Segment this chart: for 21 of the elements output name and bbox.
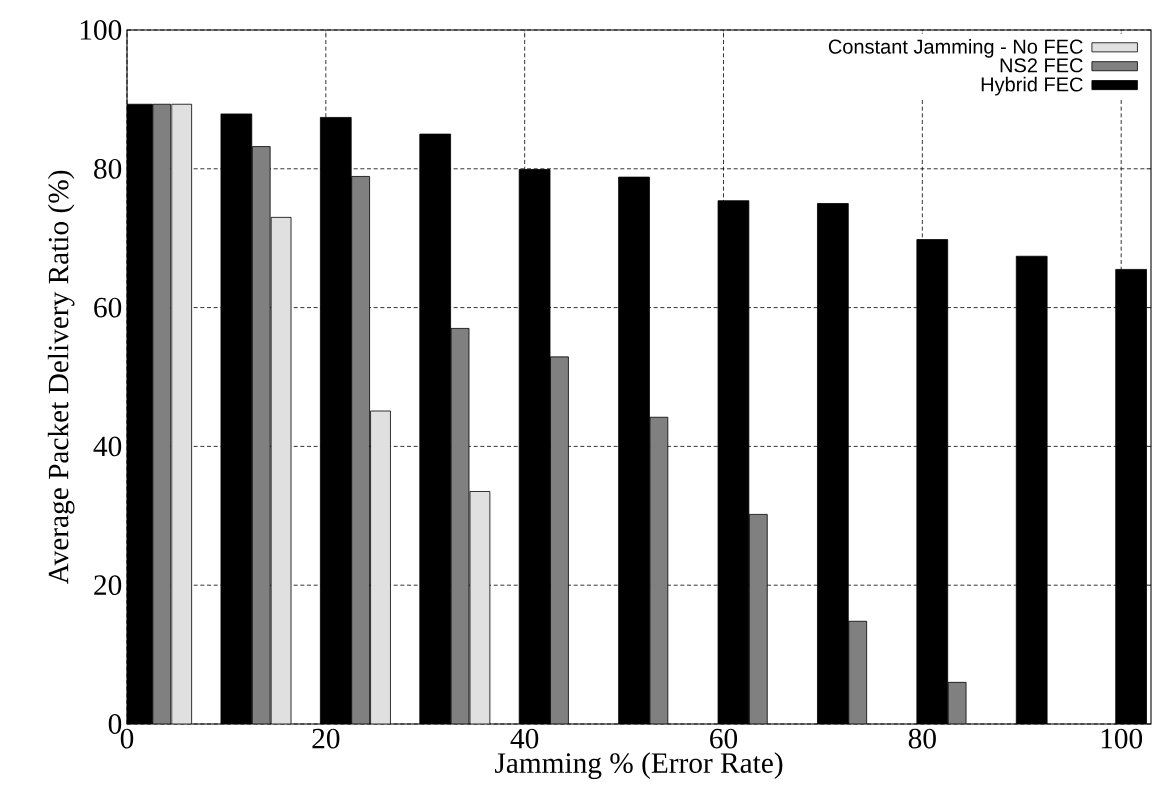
y-axis-title: Average Packet Delivery Ratio (%) bbox=[47, 170, 75, 585]
x-tick-label: 20 bbox=[312, 728, 340, 749]
legend-label: Hybrid FEC bbox=[981, 76, 1083, 96]
y-tick-label: 100 bbox=[80, 20, 122, 40]
y-tick-label: 0 bbox=[108, 714, 122, 734]
x-tick-label: 40 bbox=[510, 728, 539, 749]
bar bbox=[251, 146, 271, 724]
legend-label: NS2 FEC bbox=[1000, 58, 1083, 73]
legend-label: Constant Jamming - No FEC bbox=[828, 39, 1083, 58]
y-tick-label: 60 bbox=[94, 297, 122, 318]
bar bbox=[351, 176, 370, 724]
bar bbox=[748, 514, 768, 724]
x-tick-label: 80 bbox=[908, 728, 936, 749]
x-axis-title: Jamming % (Error Rate) bbox=[495, 752, 783, 779]
y-tick-label: 20 bbox=[94, 575, 122, 596]
bar bbox=[848, 620, 868, 724]
x-tick-label: 60 bbox=[710, 728, 738, 749]
y-tick-label: 80 bbox=[94, 158, 122, 179]
bar bbox=[550, 356, 569, 724]
y-tick-label: 40 bbox=[93, 436, 122, 457]
x-tick-label: 100 bbox=[1101, 728, 1143, 749]
